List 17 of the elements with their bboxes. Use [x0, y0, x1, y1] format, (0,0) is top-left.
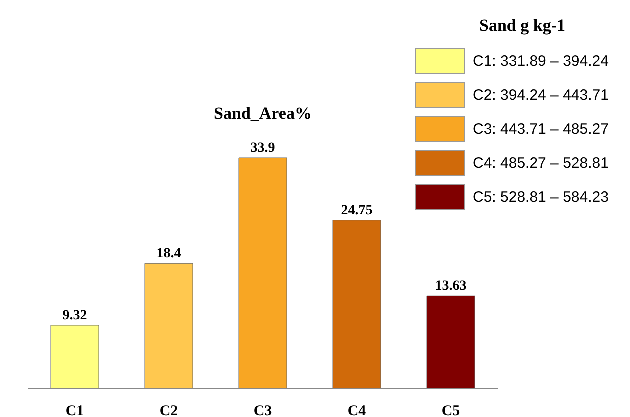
- x-tick-label: C1: [66, 404, 84, 417]
- legend-label: C1: 331.89 – 394.24: [473, 52, 609, 70]
- x-tick-label: C5: [442, 404, 460, 417]
- data-label: 13.63: [435, 279, 467, 294]
- x-tick-label: C3: [254, 404, 272, 417]
- x-tick-label: C2: [160, 404, 178, 417]
- data-label: 18.4: [156, 246, 182, 262]
- chart-title: Sand_Area%: [213, 104, 313, 124]
- legend-title: Sand g kg-1: [478, 16, 566, 36]
- legend-label: C2: 394.24 – 443.71: [473, 86, 609, 104]
- data-label: 9.32: [62, 308, 88, 324]
- legend-label: C5: 528.81 – 584.23: [473, 188, 609, 206]
- data-label: 24.75: [341, 203, 373, 218]
- data-label: 33.9: [250, 141, 276, 156]
- legend-label: C4: 485.27 – 528.81: [473, 154, 609, 172]
- x-tick-label: C4: [348, 404, 367, 417]
- legend-label: C3: 443.71 – 485.27: [473, 120, 609, 138]
